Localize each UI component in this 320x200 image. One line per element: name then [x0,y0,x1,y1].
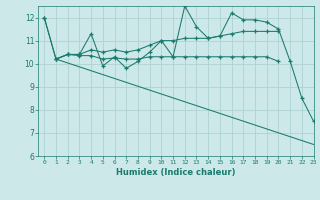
X-axis label: Humidex (Indice chaleur): Humidex (Indice chaleur) [116,168,236,177]
